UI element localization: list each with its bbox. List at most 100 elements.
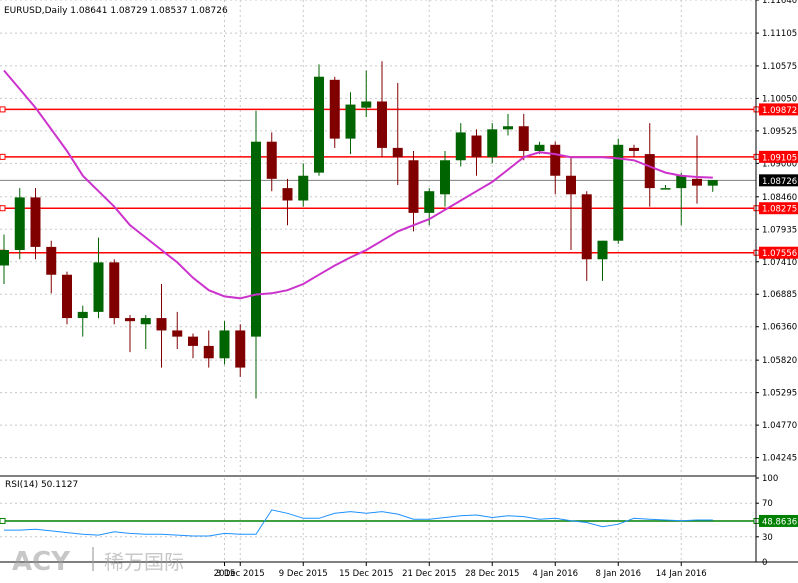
price-tags: 1.09872 1.09105 1.08275 1.07556 1.08726 48.86… [759, 103, 798, 527]
rsi-level-tag [759, 514, 798, 527]
price-tick-label: 1.06885 [762, 290, 797, 300]
level-anchor [0, 106, 6, 113]
candle-body [140, 318, 151, 325]
price-tick-label: 1.06360 [762, 323, 797, 333]
candle [518, 113, 529, 161]
watermark-brand: ACY [12, 547, 71, 577]
candle-body [345, 104, 356, 139]
candle [455, 123, 466, 167]
candle-body [518, 126, 529, 151]
candle [550, 141, 561, 195]
candle-body [329, 79, 340, 139]
level-price-label: 1.09105 [762, 153, 797, 163]
candle-body [172, 330, 183, 337]
candle-body [14, 197, 25, 250]
candle-body [550, 144, 561, 176]
level-anchor [0, 153, 6, 160]
price-tick-label: 1.11640 [762, 0, 797, 6]
price-tick-labels: 1.11640 1.11105 1.10575 1.10050 1.09525 1.090… [756, 0, 797, 464]
candle [125, 314, 135, 353]
level-price-tag [759, 103, 798, 116]
candle [14, 188, 25, 260]
time-tick-label: 14 Jan 2016 [656, 569, 707, 579]
candle-body [566, 175, 576, 195]
candle-body [46, 246, 57, 275]
candle-body [707, 180, 718, 186]
level-price-label: 1.09872 [762, 106, 797, 116]
candle-body [188, 336, 198, 346]
candle-body [392, 147, 403, 158]
candle [471, 129, 482, 176]
price-grid [0, 0, 756, 474]
price-tick-label: 1.08460 [762, 193, 797, 203]
candle [93, 237, 104, 319]
candle-body [109, 262, 120, 319]
level-price-label: 1.07556 [762, 249, 797, 259]
candle-body [629, 147, 639, 151]
candle-body [156, 318, 167, 331]
price-tick-label: 1.10575 [762, 62, 797, 72]
candle [361, 70, 372, 117]
candle [392, 82, 403, 186]
watermark-logo: ACY 稀万国际 [12, 547, 184, 577]
candle-body [77, 311, 88, 319]
candle-body [692, 178, 702, 186]
current-price-label: 1.08726 [762, 177, 797, 187]
time-tick-label: 15 Dec 2015 [339, 569, 393, 579]
candle [644, 123, 655, 207]
candle [408, 150, 419, 232]
candle [566, 157, 576, 250]
current-price-tag [759, 174, 798, 187]
candle-body [235, 330, 246, 368]
candle [581, 191, 592, 281]
candle-body [660, 188, 671, 190]
candle-body [251, 141, 261, 337]
axes [0, 0, 798, 563]
candle [0, 234, 9, 285]
candle [30, 188, 41, 260]
candle [487, 123, 498, 164]
level-price-tag [759, 246, 798, 259]
candle-body [676, 175, 687, 189]
price-tick-label: 1.04245 [762, 454, 797, 464]
watermark-divider [92, 547, 94, 571]
price-tick-label: 1.10050 [762, 94, 797, 104]
candle [440, 150, 450, 207]
candle-body [0, 249, 9, 266]
level-anchor [0, 205, 6, 212]
candle-body [534, 144, 545, 151]
rsi-title: RSI(14) 50.1127 [5, 480, 78, 490]
chart-title: EURUSD,Daily 1.08641 1.08729 1.08537 1.0… [4, 6, 228, 16]
candle-body [597, 240, 608, 260]
time-tick-label: 21 Dec 2015 [402, 569, 456, 579]
candle [314, 64, 324, 176]
candle [109, 259, 120, 325]
candle-body [219, 330, 230, 359]
candle [298, 163, 309, 207]
candle [62, 271, 72, 325]
price-tick-label: 1.05295 [762, 389, 797, 399]
candle-body [203, 345, 214, 359]
candle-body [581, 194, 592, 260]
level-price-tag [759, 150, 798, 163]
time-tick-label: 2015 [214, 569, 236, 579]
candle [329, 76, 340, 148]
candle [172, 311, 183, 350]
candle-body [377, 101, 387, 148]
candle-body [424, 191, 435, 213]
candle [46, 240, 57, 294]
candle [676, 172, 687, 226]
candle [613, 138, 624, 244]
level-price-tag [759, 202, 798, 215]
price-tick-label: 1.04770 [762, 421, 797, 431]
rsi-tick-label: 70 [762, 499, 773, 509]
time-tick-label: 8 Jan 2016 [595, 569, 641, 579]
candle [503, 113, 513, 136]
rsi-tick-label: 0 [762, 558, 767, 568]
candle [251, 110, 261, 399]
candle-body [282, 188, 293, 201]
candle [629, 144, 639, 158]
candle-body [408, 160, 419, 213]
level-price-label: 1.08275 [762, 205, 797, 215]
